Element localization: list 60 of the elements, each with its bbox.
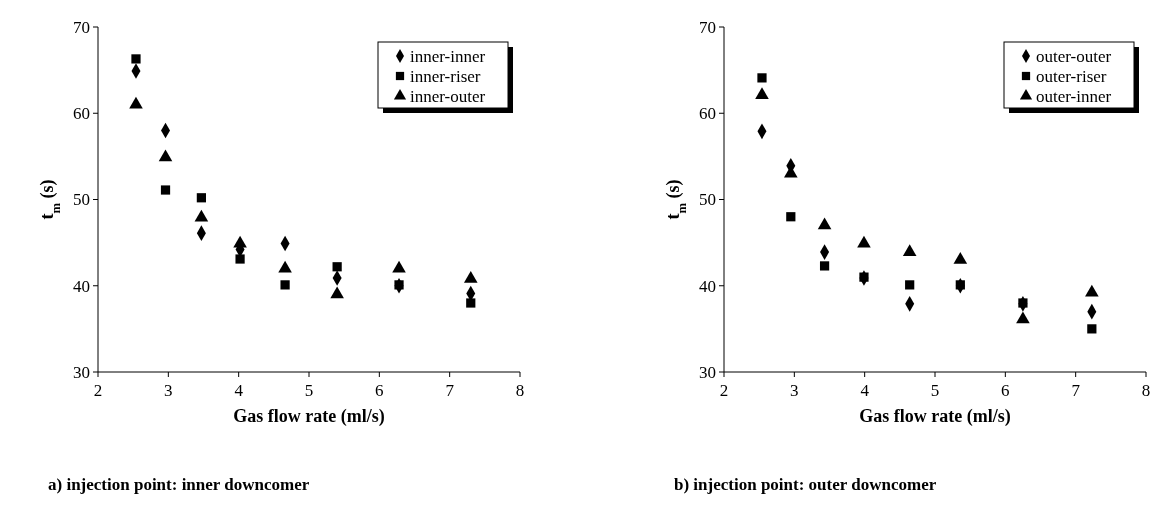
legend-label: inner-outer	[410, 86, 486, 106]
x-tick-label: 8	[515, 381, 525, 400]
point	[330, 286, 344, 299]
y-tick-label: 40	[699, 276, 716, 296]
point	[905, 280, 915, 290]
y-tick-label: 70	[73, 17, 90, 37]
point	[857, 235, 871, 248]
y-tick-label: 30	[73, 362, 90, 382]
x-tick-label: 4	[234, 381, 244, 400]
point	[463, 271, 478, 283]
x-tick-label: 7	[1071, 381, 1081, 400]
x-axis-title: Gas flow rate (ml/s)	[233, 406, 385, 427]
point	[786, 212, 796, 222]
x-axis-title: Gas flow rate (ml/s)	[859, 406, 1011, 427]
x-tick-label: 4	[860, 381, 870, 400]
point	[953, 252, 968, 264]
y-tick-label: 60	[73, 104, 90, 124]
y-tick-label: 30	[699, 362, 716, 382]
point	[278, 260, 292, 273]
y-tick-label: 40	[73, 276, 90, 296]
point	[1016, 311, 1030, 324]
x-tick-label: 3	[790, 381, 799, 400]
point	[757, 73, 767, 83]
legend-label: inner-riser	[410, 66, 481, 86]
point	[466, 298, 476, 308]
x-tick-label: 2	[93, 381, 103, 400]
legend-label: outer-riser	[1036, 66, 1107, 86]
y-tick-label: 50	[699, 190, 716, 210]
text: a) injection point: inner downcomer	[48, 475, 310, 494]
point	[902, 244, 917, 257]
x-tick-label: 8	[1141, 381, 1151, 400]
y-tick-label: 70	[699, 17, 716, 37]
point	[1087, 324, 1097, 334]
text: b) injection point: outer downcomer	[674, 475, 937, 494]
x-tick-label: 6	[1001, 381, 1010, 400]
point	[194, 209, 209, 222]
point	[817, 217, 832, 230]
legend-label: outer-inner	[1036, 86, 1112, 106]
point	[392, 260, 406, 273]
x-tick-label: 3	[164, 381, 173, 400]
point	[235, 254, 245, 264]
point	[755, 87, 769, 100]
point	[819, 261, 830, 271]
point	[332, 262, 342, 272]
x-tick-label: 5	[304, 381, 314, 400]
point	[196, 193, 206, 203]
x-tick-label: 6	[375, 381, 384, 400]
point	[158, 149, 173, 162]
point	[1085, 284, 1099, 297]
x-tick-label: 2	[719, 381, 729, 400]
x-tick-label: 5	[930, 381, 940, 400]
y-tick-label: 60	[699, 104, 716, 124]
point	[131, 54, 141, 64]
y-tick-label: 50	[73, 190, 90, 210]
point	[129, 96, 143, 109]
point	[280, 280, 290, 290]
legend-label: outer-outer	[1036, 46, 1112, 66]
legend-label: inner-inner	[410, 46, 486, 66]
x-tick-label: 7	[445, 381, 455, 400]
point	[160, 185, 171, 195]
